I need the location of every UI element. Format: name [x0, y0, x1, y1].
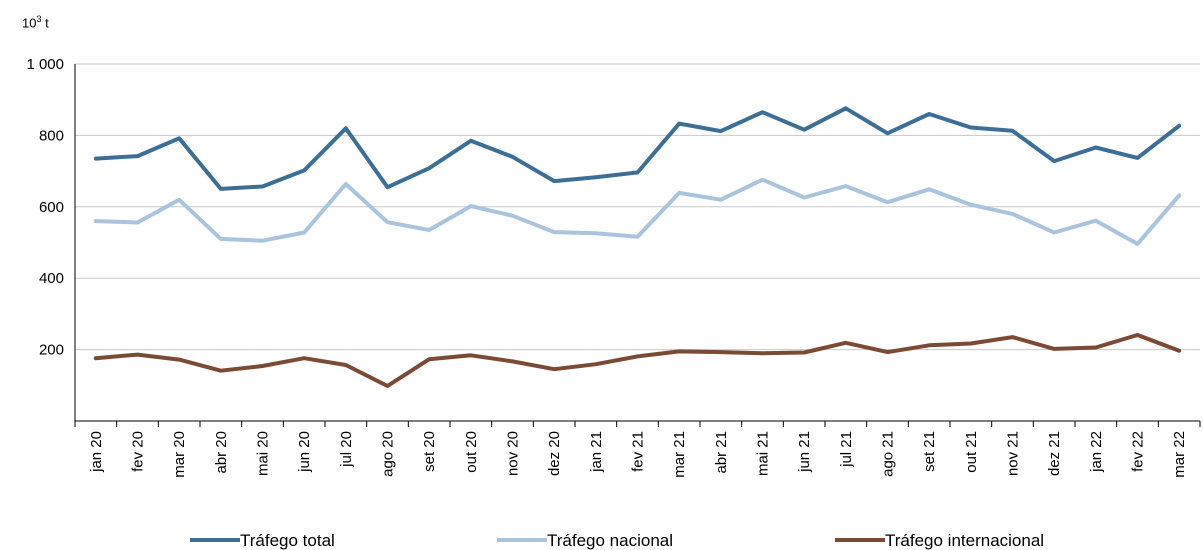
x-tick-label: dez 20	[546, 431, 563, 476]
series-line-3	[93, 333, 1182, 388]
legend-label: Tráfego nacional	[547, 531, 673, 550]
x-tick-label: fev 22	[1130, 431, 1147, 472]
x-tick-label: nov 20	[505, 431, 522, 476]
x-tick-label: jan 21	[588, 431, 605, 473]
x-tick-label: nov 21	[1005, 431, 1022, 476]
gridlines	[75, 63, 1200, 351]
x-tick-label: jan 20	[88, 431, 105, 473]
x-tick-label: ago 21	[880, 431, 897, 477]
x-tick-label: mar 20	[171, 431, 188, 478]
legend: Tráfego total Tráfego nacional Tráfego int…	[190, 531, 1044, 550]
y-axis-unit: 103 t	[22, 14, 49, 31]
x-tick-label: out 21	[963, 431, 980, 473]
legend-label: Tráfego total	[240, 531, 335, 550]
y-tick-label: 800	[39, 127, 64, 144]
axes	[74, 64, 1201, 427]
x-tick-label: set 20	[421, 431, 438, 472]
y-tick-label: 400	[39, 270, 64, 287]
x-tick-label: mai 20	[255, 431, 272, 476]
x-tick-label: set 21	[921, 431, 938, 472]
x-tick-label: jan 22	[1088, 431, 1105, 473]
x-tick-label: fev 20	[130, 431, 147, 472]
x-tick-label: jun 21	[796, 431, 813, 473]
series-lines	[93, 106, 1182, 388]
x-tick-label: jun 20	[296, 431, 313, 473]
y-tick-label: 200	[39, 342, 64, 359]
x-tick-label: out 20	[463, 431, 480, 473]
x-tick-label: mar 22	[1171, 431, 1188, 478]
x-tick-label: mar 21	[671, 431, 688, 478]
x-tick-label: fev 21	[630, 431, 647, 472]
series-line-2	[93, 177, 1182, 246]
x-tick-labels: jan 20 fev 20 mar 20 abr 20 mai 20 jun 20 jul …	[88, 431, 1188, 478]
x-tick-label: ago 20	[380, 431, 397, 477]
x-tick-label: jul 21	[838, 431, 855, 468]
x-tick-label: dez 21	[1046, 431, 1063, 476]
x-tick-label: abr 21	[713, 431, 730, 474]
series-line-1	[93, 106, 1182, 191]
legend-label: Tráfego internacional	[885, 531, 1044, 550]
y-tick-labels: 200 400 600 800 1 000	[26, 56, 64, 359]
y-tick-label: 600	[39, 199, 64, 216]
x-tick-label: mai 21	[755, 431, 772, 476]
y-tick-label: 1 000	[26, 56, 64, 73]
x-tick-label: abr 20	[213, 431, 230, 474]
x-tick-label: jul 20	[338, 431, 355, 468]
